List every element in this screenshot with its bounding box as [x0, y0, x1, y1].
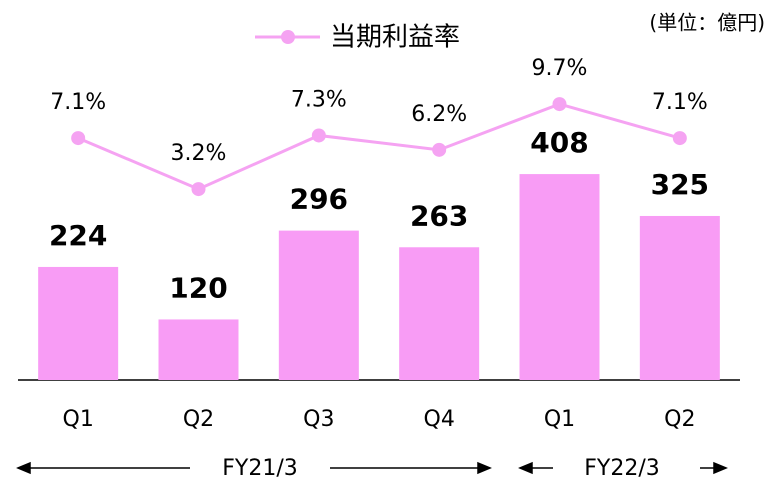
rate-value-label: 9.7% [532, 56, 588, 81]
bar [399, 247, 480, 380]
bar [519, 174, 600, 380]
bar [278, 230, 359, 380]
x-tick-label: Q2 [183, 407, 214, 432]
x-tick-label: Q1 [63, 407, 94, 432]
bar [158, 319, 239, 380]
rate-value-label: 7.1% [50, 90, 106, 115]
group-arrows [16, 461, 728, 475]
bar [38, 266, 119, 380]
x-tick-label: Q1 [544, 407, 575, 432]
bar [639, 215, 720, 380]
legend-marker [281, 30, 295, 44]
bar-value-label: 408 [530, 126, 588, 159]
group-label: FY21/3 [222, 456, 298, 481]
rate-value-label: 7.1% [652, 90, 708, 115]
bar-value-label: 296 [290, 183, 348, 216]
bar-value-label: 120 [169, 271, 227, 304]
x-tick-label: Q2 [664, 407, 695, 432]
rate-point [552, 97, 567, 112]
rate-value-label: 7.3% [291, 87, 347, 112]
bar-value-label: 224 [49, 219, 107, 252]
rate-point [672, 131, 687, 146]
rate-point [191, 182, 206, 197]
rate-point [71, 131, 86, 146]
x-tick-label: Q4 [424, 407, 455, 432]
rate-value-label: 3.2% [171, 141, 227, 166]
rate-point [311, 128, 326, 143]
unit-label: (単位：億円) [649, 11, 765, 35]
rate-point [432, 142, 447, 157]
legend-label: 当期利益率 [330, 23, 460, 53]
rate-value-label: 6.2% [411, 102, 467, 127]
bar-value-label: 325 [651, 168, 709, 201]
rate-line [77, 102, 681, 191]
x-tick-label: Q3 [303, 407, 334, 432]
group-label: FY22/3 [584, 456, 660, 481]
bar-value-label: 263 [410, 199, 468, 232]
